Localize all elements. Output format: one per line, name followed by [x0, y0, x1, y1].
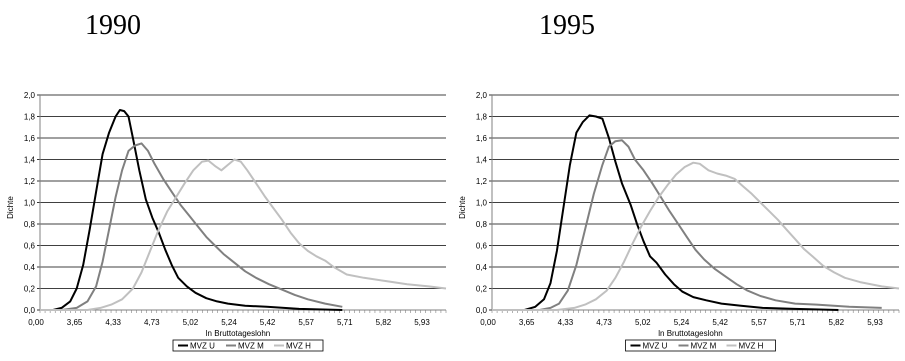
y-tick-label: 0,0 [476, 306, 488, 315]
y-tick-label: 1,2 [476, 177, 488, 186]
y-tick-label: 2,0 [476, 91, 488, 100]
y-tick-label: 1,4 [476, 156, 488, 165]
y-tick-label: 0,8 [24, 220, 36, 229]
series-line [492, 139, 882, 311]
legend-label: MVZ U [190, 342, 215, 351]
x-tick-label: 5,71 [337, 318, 353, 327]
y-tick-label: 0,0 [24, 306, 36, 315]
x-tick-label: 0,00 [480, 318, 496, 327]
x-tick-label: 5,71 [790, 318, 806, 327]
y-tick-label: 1,6 [476, 134, 488, 143]
x-axis-title: ln Bruttotageslohn [658, 329, 723, 338]
x-tick-label: 5,82 [376, 318, 392, 327]
x-tick-label: 5,42 [712, 318, 728, 327]
x-tick-label: 5,02 [635, 318, 651, 327]
y-tick-label: 1,8 [476, 113, 488, 122]
x-axis-title: ln Bruttotageslohn [206, 329, 271, 338]
panel-1990: 1990 0,0 0,2 0,4 0,6 0,8 1,0 1,2 1,4 1,6 1,8 2,0 0,… [0, 0, 452, 361]
x-tick-label: 5,82 [829, 318, 845, 327]
x-tick-label: 5,02 [183, 318, 199, 327]
y-tick-label: 1,6 [24, 134, 36, 143]
x-tick-label: 3,65 [67, 318, 83, 327]
y-tick-label: 1,0 [24, 199, 36, 208]
y-tick-label: 1,8 [24, 113, 36, 122]
x-tick-label: 5,57 [751, 318, 767, 327]
y-tick-label: 0,8 [476, 220, 488, 229]
y-tick-label: 1,4 [24, 156, 36, 165]
x-tick-label: 5,93 [867, 318, 883, 327]
y-tick-label: 0,6 [24, 242, 36, 251]
y-tick-label: 0,2 [24, 285, 36, 294]
y-tick-label: 2,0 [24, 91, 36, 100]
panel-1995: 1995 0,0 0,2 0,4 0,6 0,8 1,0 1,2 1,4 1,6 1,8 2,0 0,… [452, 0, 904, 361]
panel-year-title: 1995 [539, 10, 595, 41]
x-tick-label: 4,73 [596, 318, 612, 327]
x-tick-label: 5,42 [260, 318, 276, 327]
series-line [40, 109, 343, 311]
density-chart-1990: 0,0 0,2 0,4 0,6 0,8 1,0 1,2 1,4 1,6 1,8 2,0 0,00 3,6… [6, 91, 447, 352]
x-tick-label: 0,00 [28, 318, 44, 327]
series-line [40, 142, 343, 311]
legend-label: MVZ H [739, 342, 764, 351]
panel-year-title: 1990 [85, 10, 141, 41]
x-tick-label: 4,73 [144, 318, 160, 327]
x-tick-label: 3,65 [519, 318, 535, 327]
x-tick-label: 5,24 [674, 318, 690, 327]
y-tick-label: 1,0 [476, 199, 488, 208]
y-axis-title: Dichte [6, 196, 15, 219]
x-tick-label: 5,57 [298, 318, 314, 327]
legend-label: MVZ U [643, 342, 668, 351]
legend-label: MVZ M [691, 342, 717, 351]
legend-label: MVZ H [286, 342, 311, 351]
y-tick-label: 0,4 [24, 263, 36, 272]
y-tick-label: 1,2 [24, 177, 36, 186]
series-line [492, 114, 839, 311]
legend-box [625, 339, 776, 352]
legend-box [172, 339, 324, 352]
x-tick-label: 4,33 [105, 318, 121, 327]
y-tick-label: 0,6 [476, 242, 488, 251]
density-chart-1995: 0,0 0,2 0,4 0,6 0,8 1,0 1,2 1,4 1,6 1,8 2,0 0,00 3,6… [458, 91, 900, 352]
y-tick-label: 0,2 [476, 285, 488, 294]
y-tick-label: 0,4 [476, 263, 488, 272]
y-axis-title: Dichte [458, 196, 467, 219]
x-tick-label: 5,93 [414, 318, 430, 327]
series-line [492, 161, 900, 311]
legend-label: MVZ M [238, 342, 264, 351]
x-tick-label: 4,33 [558, 318, 574, 327]
series-line [40, 158, 447, 311]
x-tick-label: 5,24 [221, 318, 237, 327]
